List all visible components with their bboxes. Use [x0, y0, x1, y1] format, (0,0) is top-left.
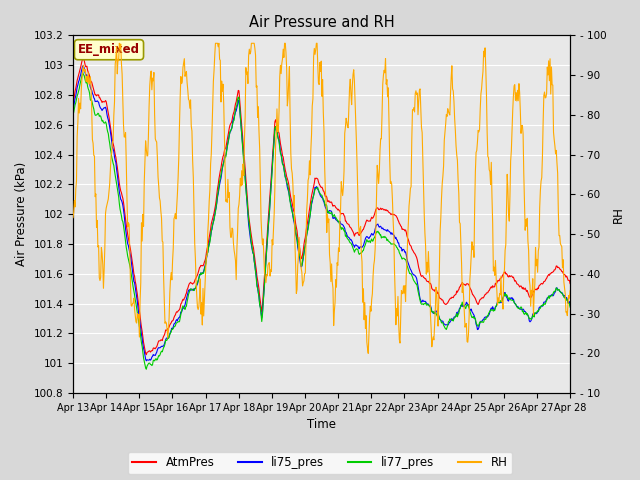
Legend: AtmPres, li75_pres, li77_pres, RH: AtmPres, li75_pres, li77_pres, RH	[128, 452, 512, 474]
Text: EE_mixed: EE_mixed	[78, 43, 140, 56]
Y-axis label: Air Pressure (kPa): Air Pressure (kPa)	[15, 162, 28, 266]
Title: Air Pressure and RH: Air Pressure and RH	[249, 15, 394, 30]
X-axis label: Time: Time	[307, 419, 336, 432]
Y-axis label: RH: RH	[612, 206, 625, 223]
